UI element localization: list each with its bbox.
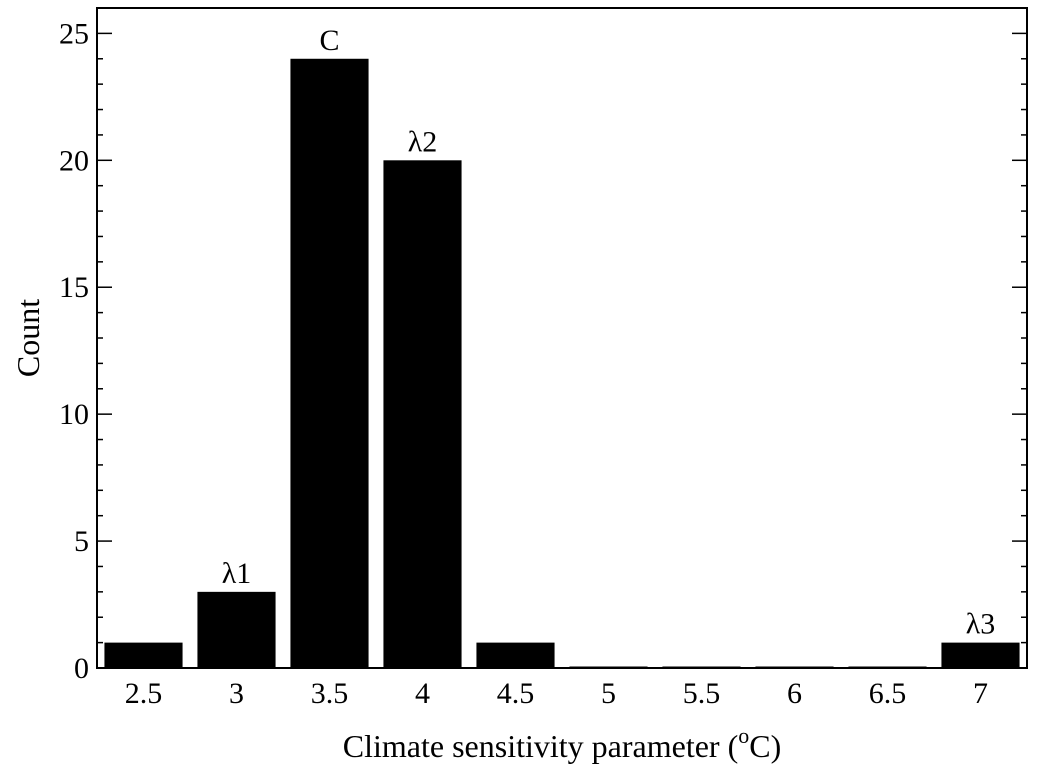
x-tick-label: 4 xyxy=(415,677,430,710)
bar-2.5 xyxy=(104,642,183,668)
y-axis-label: Count xyxy=(10,299,46,377)
x-tick-labels: 2.5 3 3.5 4 4.5 5 5.5 6 6.5 7 xyxy=(125,677,988,710)
x-tick-label: 5 xyxy=(601,677,616,710)
bars-group xyxy=(104,58,1020,669)
bar-7 xyxy=(941,642,1020,668)
bar-label-3.5: C xyxy=(319,24,339,57)
x-tick-label: 7 xyxy=(973,677,988,710)
x-tick-label: 6 xyxy=(787,677,802,710)
x-axis-label-unit: C) xyxy=(749,728,781,764)
y-tick-label: 20 xyxy=(59,144,89,177)
x-tick-label: 3 xyxy=(229,677,244,710)
x-tick-label: 5.5 xyxy=(683,677,721,710)
x-tick-label: 4.5 xyxy=(497,677,535,710)
y-tick-label: 0 xyxy=(74,652,89,685)
y-tick-label: 15 xyxy=(59,271,89,304)
x-tick-label: 3.5 xyxy=(311,677,349,710)
x-tick-label: 2.5 xyxy=(125,677,163,710)
x-axis-label: Climate sensitivity parameter (oC) xyxy=(343,723,781,764)
bar-label-7: λ3 xyxy=(966,608,996,641)
y-tick-label: 25 xyxy=(59,17,89,50)
y-tick-label: 5 xyxy=(74,525,89,558)
bar-labels-group: λ1 Cλ2 λ3 xyxy=(222,24,996,641)
x-axis-label-superscript: o xyxy=(738,723,749,748)
bar-label-4: λ2 xyxy=(408,125,438,158)
y-tick-label: 10 xyxy=(59,398,89,431)
bar-label-3: λ1 xyxy=(222,557,252,590)
plot-frame xyxy=(96,7,1028,669)
bar-3.5 xyxy=(290,58,369,669)
x-tick-label: 6.5 xyxy=(869,677,907,710)
x-axis-label-text: Climate sensitivity parameter ( xyxy=(343,728,738,764)
bar-3 xyxy=(197,591,276,668)
bar-4 xyxy=(383,160,462,669)
bar-4.5 xyxy=(476,642,555,668)
y-tick-labels: 0 5 10 15 20 25 xyxy=(59,17,89,685)
